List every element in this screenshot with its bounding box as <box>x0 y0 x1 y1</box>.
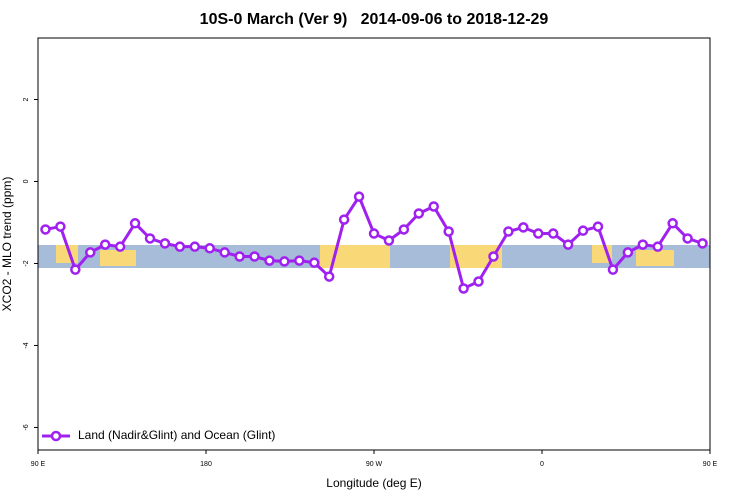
data-point <box>159 238 171 249</box>
data-point <box>592 221 604 232</box>
data-point <box>547 228 559 239</box>
x-tick-label: 90 W <box>366 461 383 468</box>
y-tick-label: -2 <box>23 260 30 266</box>
data-point <box>562 239 574 250</box>
y-axis-label: XCO2 - MLO trend (ppm) <box>0 177 14 312</box>
x-tick-label: 180 <box>200 461 212 468</box>
plot-frame <box>37 37 711 451</box>
data-point <box>697 238 708 249</box>
legend-label: Land (Nadir&Glint) and Ocean (Glint) <box>78 428 275 442</box>
data-point <box>70 264 81 275</box>
x-axis-label: Longitude (deg E) <box>326 476 421 490</box>
data-point <box>383 235 395 246</box>
data-point <box>189 241 201 252</box>
data-point <box>518 222 529 233</box>
data-point <box>607 264 619 275</box>
y-tick-label: -4 <box>23 342 30 348</box>
data-point <box>473 276 484 287</box>
data-point <box>443 226 454 237</box>
legend-marker <box>50 430 62 442</box>
data-point <box>338 214 350 225</box>
series-line <box>45 193 704 291</box>
data-point <box>294 255 305 266</box>
data-point <box>144 233 156 244</box>
data-point <box>398 224 410 235</box>
data-point <box>279 256 290 267</box>
data-point <box>458 283 469 294</box>
data-point <box>667 218 678 229</box>
data-point <box>503 226 514 237</box>
data-point <box>55 221 66 232</box>
data-point <box>368 228 380 239</box>
data-point <box>577 225 589 236</box>
data-point <box>99 239 111 250</box>
data-point <box>85 247 96 258</box>
data-point <box>682 233 693 244</box>
x-tick-label: 0 <box>540 461 544 468</box>
data-point <box>114 241 126 252</box>
y-tick-label: 0 <box>23 179 30 183</box>
y-tick-label: -6 <box>23 424 30 430</box>
y-tick-label: 2 <box>23 97 30 101</box>
data-point <box>323 271 335 282</box>
data-point <box>533 228 544 239</box>
data-point <box>309 257 320 268</box>
data-point <box>264 255 275 266</box>
data-point <box>219 247 230 258</box>
data-point <box>204 243 215 254</box>
data-point <box>637 239 649 250</box>
data-point <box>129 218 141 229</box>
data-point <box>234 251 245 262</box>
data-point <box>249 251 260 262</box>
data-point <box>40 224 51 235</box>
data-point <box>652 241 663 252</box>
data-point <box>413 208 425 219</box>
chart-title: 10S-0 March (Ver 9) 2014-09-06 to 2018-1… <box>200 11 549 28</box>
x-tick-label: 90 E <box>31 461 46 468</box>
data-point <box>353 191 365 202</box>
data-point <box>428 201 439 212</box>
data-point <box>174 241 186 252</box>
data-point <box>488 251 499 262</box>
data-point <box>622 247 634 258</box>
x-tick-label: 90 E <box>703 461 718 468</box>
